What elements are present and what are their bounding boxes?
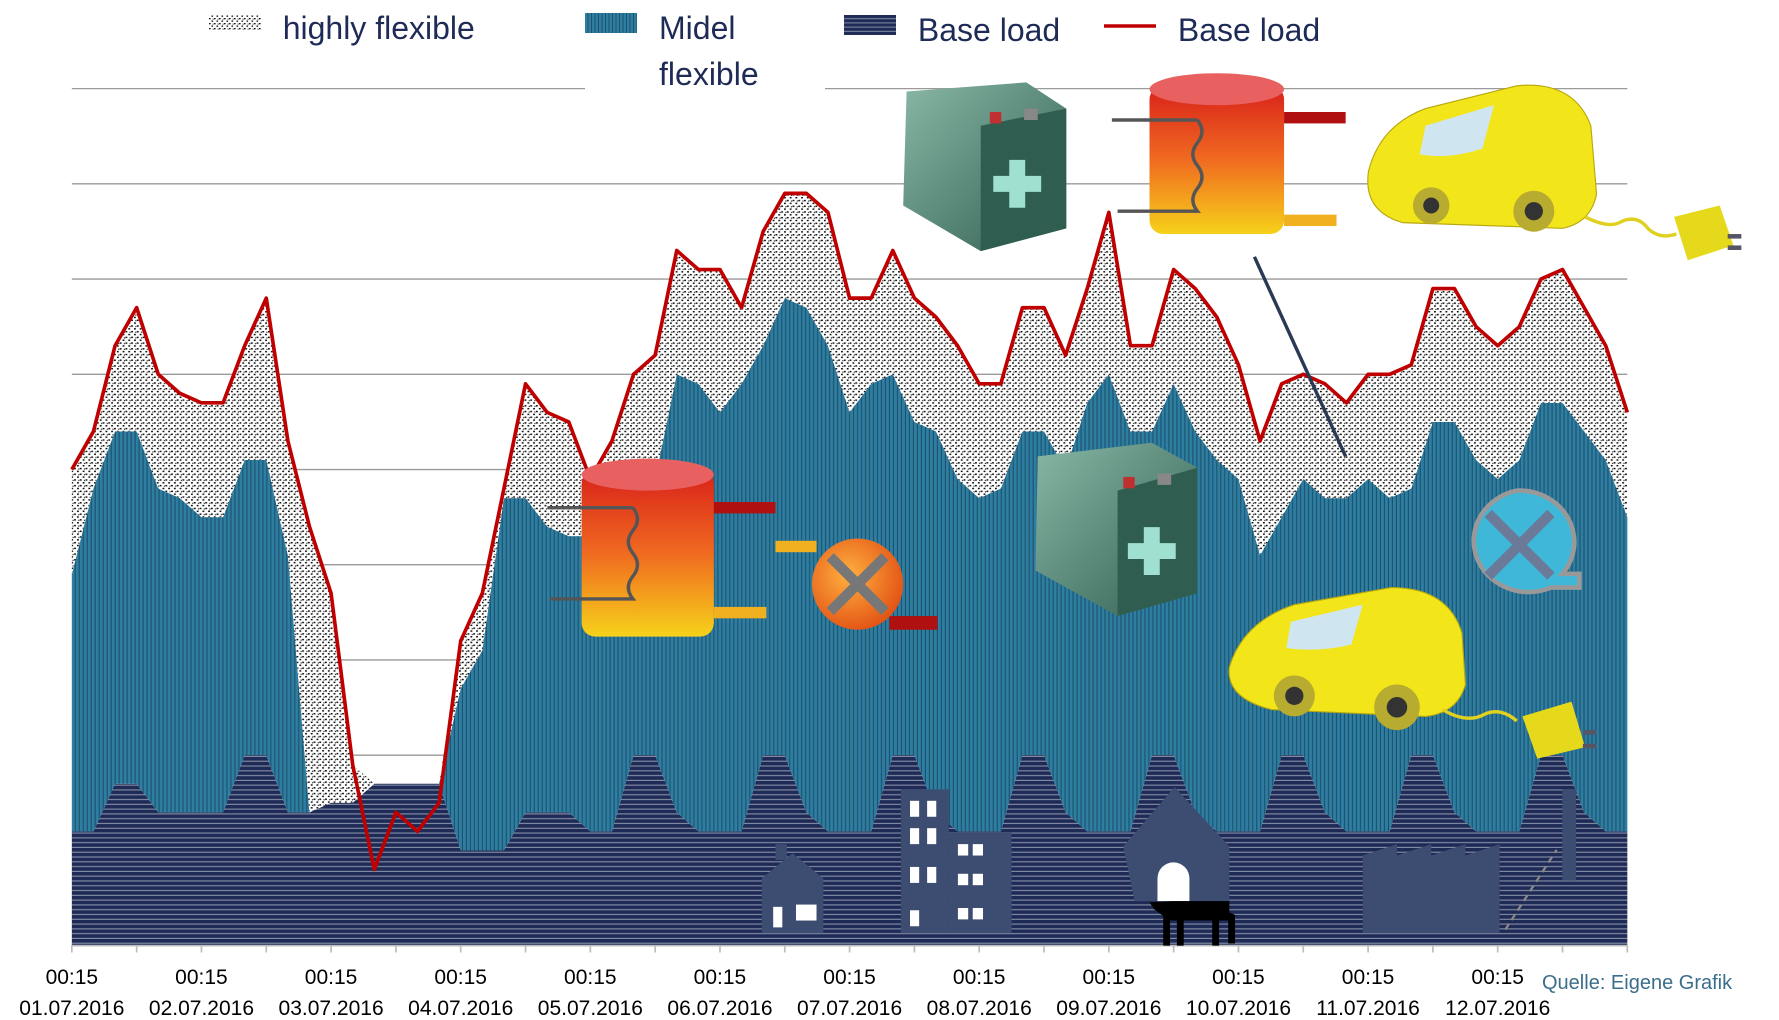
apartment-building-icon [900, 789, 1012, 934]
x-tick-label: 00:15 06.07.2016 [667, 966, 773, 1020]
factory-icon [1362, 789, 1577, 934]
x-tick-label: 00:15 03.07.2016 [278, 966, 384, 1020]
heater-tank-icon [1111, 73, 1348, 458]
area [71, 193, 1628, 813]
battery-icon [903, 82, 1067, 252]
x-tick-label: 00:15 08.07.2016 [926, 966, 1032, 1020]
line [70, 191, 1630, 872]
x-tick-label: 00:15 12.07.2016 [1445, 966, 1551, 1020]
house-icon [761, 844, 824, 934]
illustrations [547, 73, 1742, 946]
legend-swatch-fill [843, 14, 896, 35]
legend-label: Midel flexible [659, 9, 759, 92]
legend-label: highly flexible [282, 9, 475, 46]
heater-tank-icon [547, 458, 938, 637]
legend-swatch [208, 14, 261, 30]
legend-label: Base load [917, 11, 1061, 48]
legend-swatch [585, 12, 638, 33]
source-note: Quelle: Eigene Grafik [1542, 972, 1733, 994]
legend-item: Base load [843, 6, 1071, 53]
legend-swatch-fill [208, 14, 261, 30]
battery-icon [1035, 442, 1198, 617]
electric-car-icon [1367, 84, 1742, 261]
x-tick-label: 00:15 07.07.2016 [797, 966, 903, 1020]
legend-item: Midel flexible [585, 4, 826, 97]
x-tick-label: 00:15 10.07.2016 [1185, 966, 1291, 1020]
x-tick-label: 00:15 09.07.2016 [1056, 966, 1162, 1020]
x-tick-label: 00:15 02.07.2016 [148, 966, 254, 1020]
x-tick-label: 00:15 01.07.2016 [19, 966, 125, 1020]
legend-item: Base load [1103, 6, 1331, 53]
heat-pump-icon [1471, 488, 1582, 595]
x-tick-label: 00:15 11.07.2016 [1316, 966, 1420, 1020]
legend-swatch [843, 14, 896, 35]
legend-label: Base load [1177, 11, 1321, 48]
legend-swatch-fill [585, 12, 638, 33]
electric-car-icon [1228, 586, 1597, 759]
x-tick-label: 00:15 04.07.2016 [408, 966, 514, 1020]
area [71, 755, 1628, 946]
x-tick-label: 00:15 05.07.2016 [537, 966, 643, 1020]
legend-swatch [1103, 24, 1156, 28]
legend-item: highly flexible [208, 4, 485, 51]
barn-icon [1123, 787, 1236, 946]
